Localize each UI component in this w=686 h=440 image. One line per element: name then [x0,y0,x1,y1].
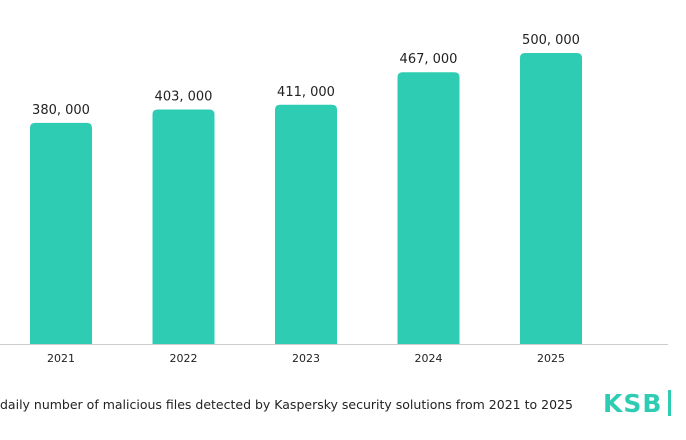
value-label-2023: 411, 000 [277,85,335,100]
x-tick-label-2022: 2022 [170,352,198,365]
bar-2022 [152,109,215,344]
bar-2024 [397,72,460,345]
bar-2023 [275,104,337,344]
bar-chart: 380, 000 403, 000 411, 000 467, 000 500, 000… [0,33,668,365]
x-tick-label-2021: 2021 [47,352,75,365]
bar-2021 [30,122,92,344]
x-tick-labels-group: 2021 2022 2023 2024 2025 [47,352,565,365]
value-label-2021: 380, 000 [32,103,90,118]
value-label-2025: 500, 000 [522,33,580,48]
logo-bar [668,390,672,416]
value-labels-group: 380, 000 403, 000 411, 000 467, 000 500, 000 [32,33,580,118]
x-tick-label-2024: 2024 [415,352,443,365]
x-tick-label-2025: 2025 [537,352,565,365]
x-tick-label-2023: 2023 [292,352,320,365]
value-label-2022: 403, 000 [155,89,213,104]
logo-text: KSB [603,389,663,418]
value-label-2024: 467, 000 [400,52,458,67]
ksb-logo: KSB [603,389,672,418]
bar-2025 [520,53,582,344]
chart-caption: daily number of malicious files detected… [0,397,573,412]
bars-group [30,53,582,345]
